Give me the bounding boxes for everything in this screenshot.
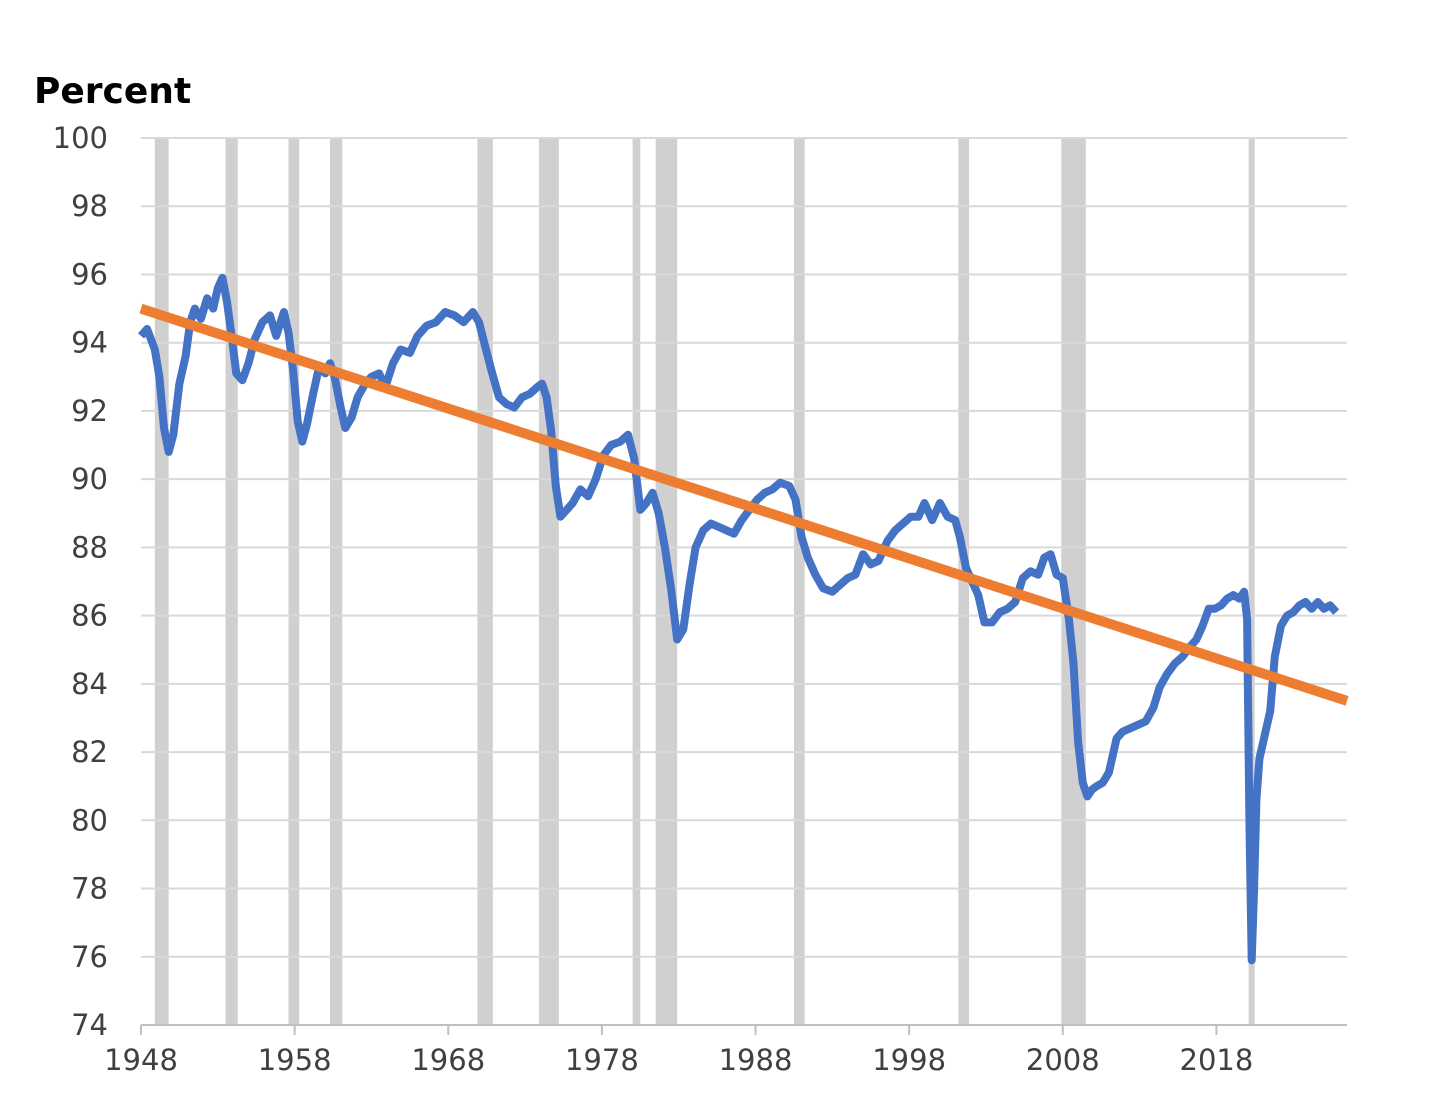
y-tick-label: 78 <box>71 872 108 906</box>
series-line-trend <box>139 303 1349 706</box>
y-tick-label: 74 <box>71 1008 108 1042</box>
x-tick-label: 1978 <box>565 1043 639 1077</box>
y-tick-label: 76 <box>71 940 108 974</box>
recession-band-0 <box>154 138 169 1025</box>
y-tick-label: 92 <box>71 394 108 428</box>
y-tick-label: 96 <box>71 257 108 291</box>
x-tick-label: 1948 <box>104 1043 178 1077</box>
y-tick-label: 88 <box>71 530 108 564</box>
y-tick-label: 98 <box>71 189 108 223</box>
x-tick-label: 2018 <box>1180 1043 1254 1077</box>
gridlines <box>141 137 1347 1026</box>
y-tick-label: 100 <box>53 121 108 155</box>
recession-band-4 <box>477 138 493 1025</box>
y-tick-label: 86 <box>71 599 108 633</box>
recession-bands <box>154 138 1255 1025</box>
recession-band-5 <box>538 138 559 1025</box>
recession-band-2 <box>288 138 300 1025</box>
x-tick-label: 1998 <box>872 1043 946 1077</box>
series-line-actual <box>138 273 1340 965</box>
y-tick-label: 84 <box>71 667 108 701</box>
y-tick-label: 94 <box>71 326 108 360</box>
recession-band-8 <box>793 138 805 1025</box>
y-axis-label: Percent <box>34 71 191 112</box>
recession-band-6 <box>632 138 641 1025</box>
recession-band-1 <box>225 138 238 1025</box>
x-axis-ticks: 1948 1958 1968 1978 1988 1998 2008 2018 <box>104 1025 1253 1077</box>
recession-band-3 <box>329 138 343 1025</box>
recession-band-11 <box>1248 138 1255 1025</box>
y-tick-label: 82 <box>71 735 108 769</box>
y-tick-label: 90 <box>71 462 108 496</box>
series-layer <box>138 273 1349 965</box>
x-tick-label: 1968 <box>411 1043 485 1077</box>
y-axis-ticks: 100 98 96 94 92 90 88 86 84 82 80 78 76 74 <box>53 121 108 1042</box>
x-tick-label: 2008 <box>1026 1043 1100 1077</box>
recession-band-9 <box>958 138 970 1025</box>
x-tick-label: 1958 <box>258 1043 332 1077</box>
x-tick-label: 1988 <box>719 1043 793 1077</box>
y-tick-label: 80 <box>71 803 108 837</box>
